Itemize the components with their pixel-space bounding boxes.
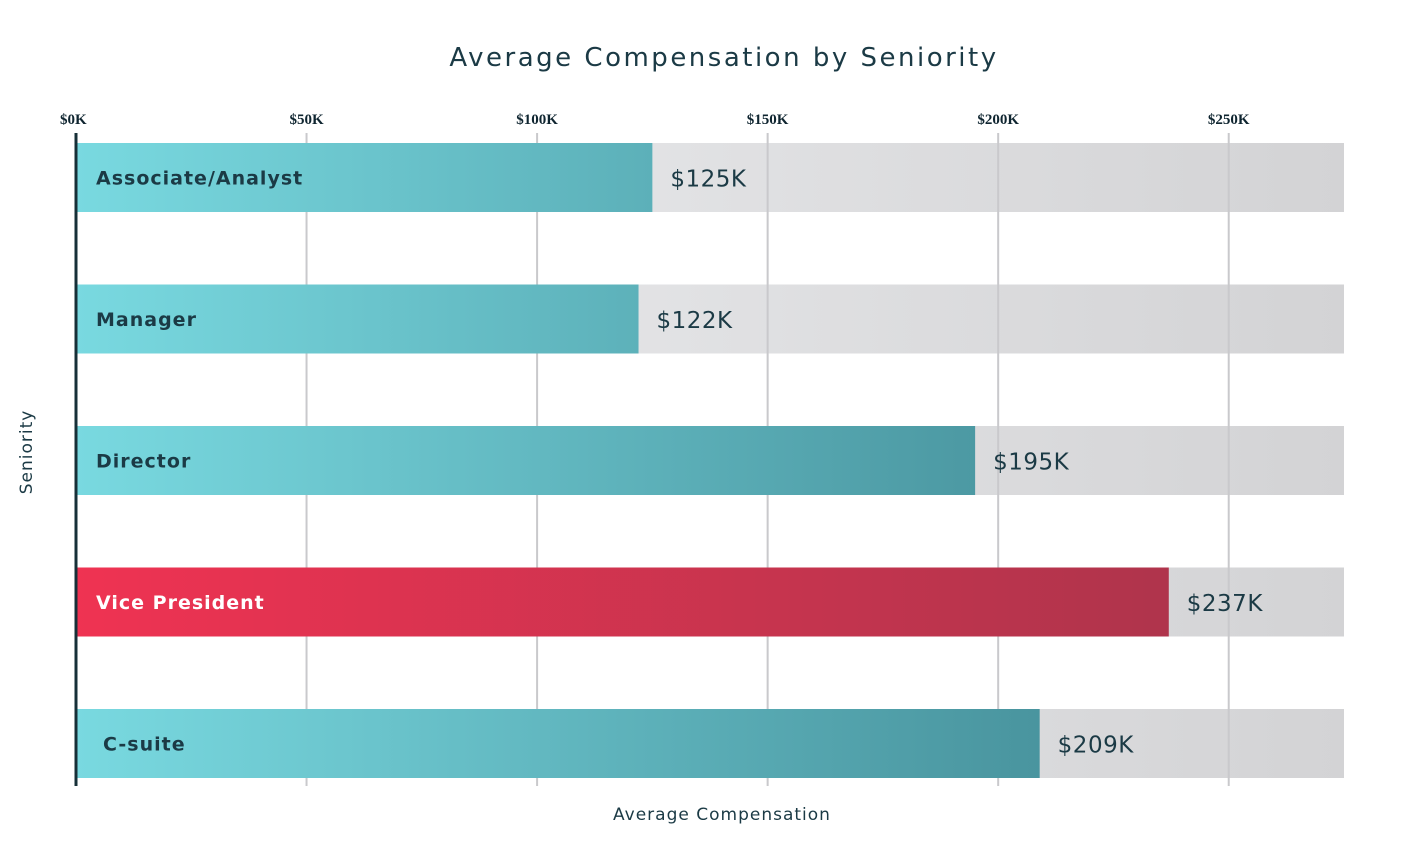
- bar-labels: Associate/Analyst $125K Manager $122K Direct…: [96, 167, 1263, 759]
- bar-associate-analyst: [76, 143, 653, 212]
- x-tick-label: $100K: [516, 112, 558, 128]
- category-label: C-suite: [103, 734, 186, 756]
- category-label: Vice President: [96, 592, 265, 614]
- x-tick-label: $200K: [977, 112, 1019, 128]
- bar-vice-president: [76, 567, 1169, 637]
- value-label: $122K: [657, 308, 734, 334]
- x-tick-label: $50K: [289, 112, 324, 128]
- category-label: Manager: [96, 309, 197, 331]
- value-label: $237K: [1187, 591, 1264, 617]
- x-tick-label: $250K: [1208, 112, 1250, 128]
- x-tick-label: $0K: [60, 112, 87, 128]
- bar-director: [76, 426, 976, 495]
- value-label: $195K: [993, 450, 1070, 476]
- value-label: $125K: [670, 167, 747, 193]
- x-tick-label: $150K: [747, 112, 789, 128]
- bar-manager: [76, 284, 639, 354]
- bars: [76, 143, 1169, 778]
- category-label: Associate/Analyst: [96, 168, 303, 190]
- chart-title: Average Compensation by Seniority: [449, 43, 998, 73]
- x-axis-ticks: $0K $50K $100K $150K $200K $250K: [60, 112, 1250, 128]
- y-axis-label: Seniority: [17, 410, 37, 495]
- x-axis-label: Average Compensation: [613, 805, 831, 825]
- bar-c-suite: [76, 709, 1040, 778]
- value-label: $209K: [1058, 733, 1135, 759]
- category-label: Director: [96, 451, 191, 473]
